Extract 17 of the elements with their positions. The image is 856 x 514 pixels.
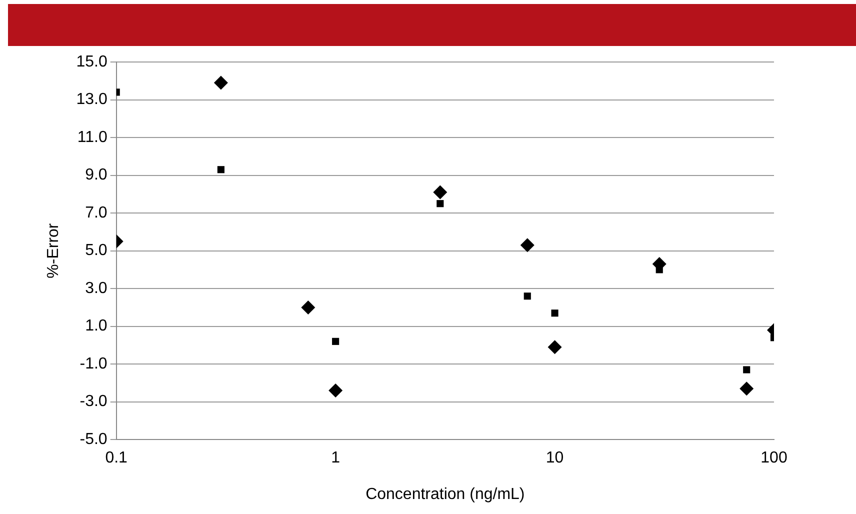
y-tick-label: 15.0 bbox=[76, 53, 108, 70]
y-tick-label: 9.0 bbox=[85, 166, 108, 184]
y-tick-label: 5.0 bbox=[85, 242, 108, 260]
x-tick-label: 100 bbox=[760, 450, 788, 467]
x-tick-label: 0.1 bbox=[105, 450, 128, 467]
y-tick-label: -3.0 bbox=[80, 393, 108, 410]
y-tick-label: -5.0 bbox=[80, 431, 108, 448]
y-tick-label: 3.0 bbox=[85, 280, 108, 297]
y-tick-label: 13.0 bbox=[76, 91, 108, 108]
y-tick-label: -1.0 bbox=[80, 355, 108, 372]
x-tick-label: 1 bbox=[331, 450, 340, 467]
y-axis-title: %-Error bbox=[45, 222, 62, 278]
x-tick-label: 10 bbox=[546, 450, 564, 467]
y-tick-label: 11.0 bbox=[77, 128, 108, 146]
y-tick-label: 1.0 bbox=[85, 318, 108, 335]
x-axis-title: Concentration (ng/mL) bbox=[366, 486, 525, 503]
y-tick-label: 7.0 bbox=[85, 204, 108, 222]
